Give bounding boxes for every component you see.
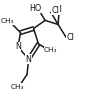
Text: Cl: Cl <box>66 33 74 42</box>
Text: CH₃: CH₃ <box>10 84 24 90</box>
Text: N: N <box>26 55 32 64</box>
Text: HO: HO <box>29 4 41 13</box>
Text: CH₃: CH₃ <box>44 47 58 53</box>
Text: CH₃: CH₃ <box>1 18 14 24</box>
Text: Cl: Cl <box>54 5 62 14</box>
Text: N: N <box>15 42 21 51</box>
Text: Cl: Cl <box>52 6 60 15</box>
